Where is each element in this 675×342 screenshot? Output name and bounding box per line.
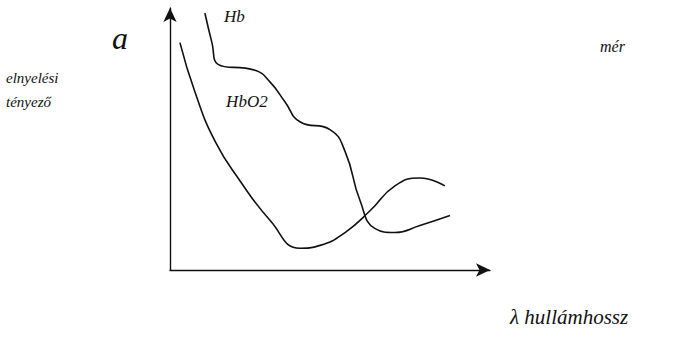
svg-text:mér: mér: [600, 38, 626, 55]
svg-text:a: a: [112, 20, 128, 56]
svg-text:HbO2: HbO2: [225, 92, 268, 111]
svg-text:tényező: tényező: [6, 94, 52, 110]
svg-text:λ hullámhossz: λ hullámhossz: [509, 305, 628, 329]
svg-text:elnyelési: elnyelési: [6, 70, 58, 86]
svg-text:Hb: Hb: [223, 7, 245, 26]
